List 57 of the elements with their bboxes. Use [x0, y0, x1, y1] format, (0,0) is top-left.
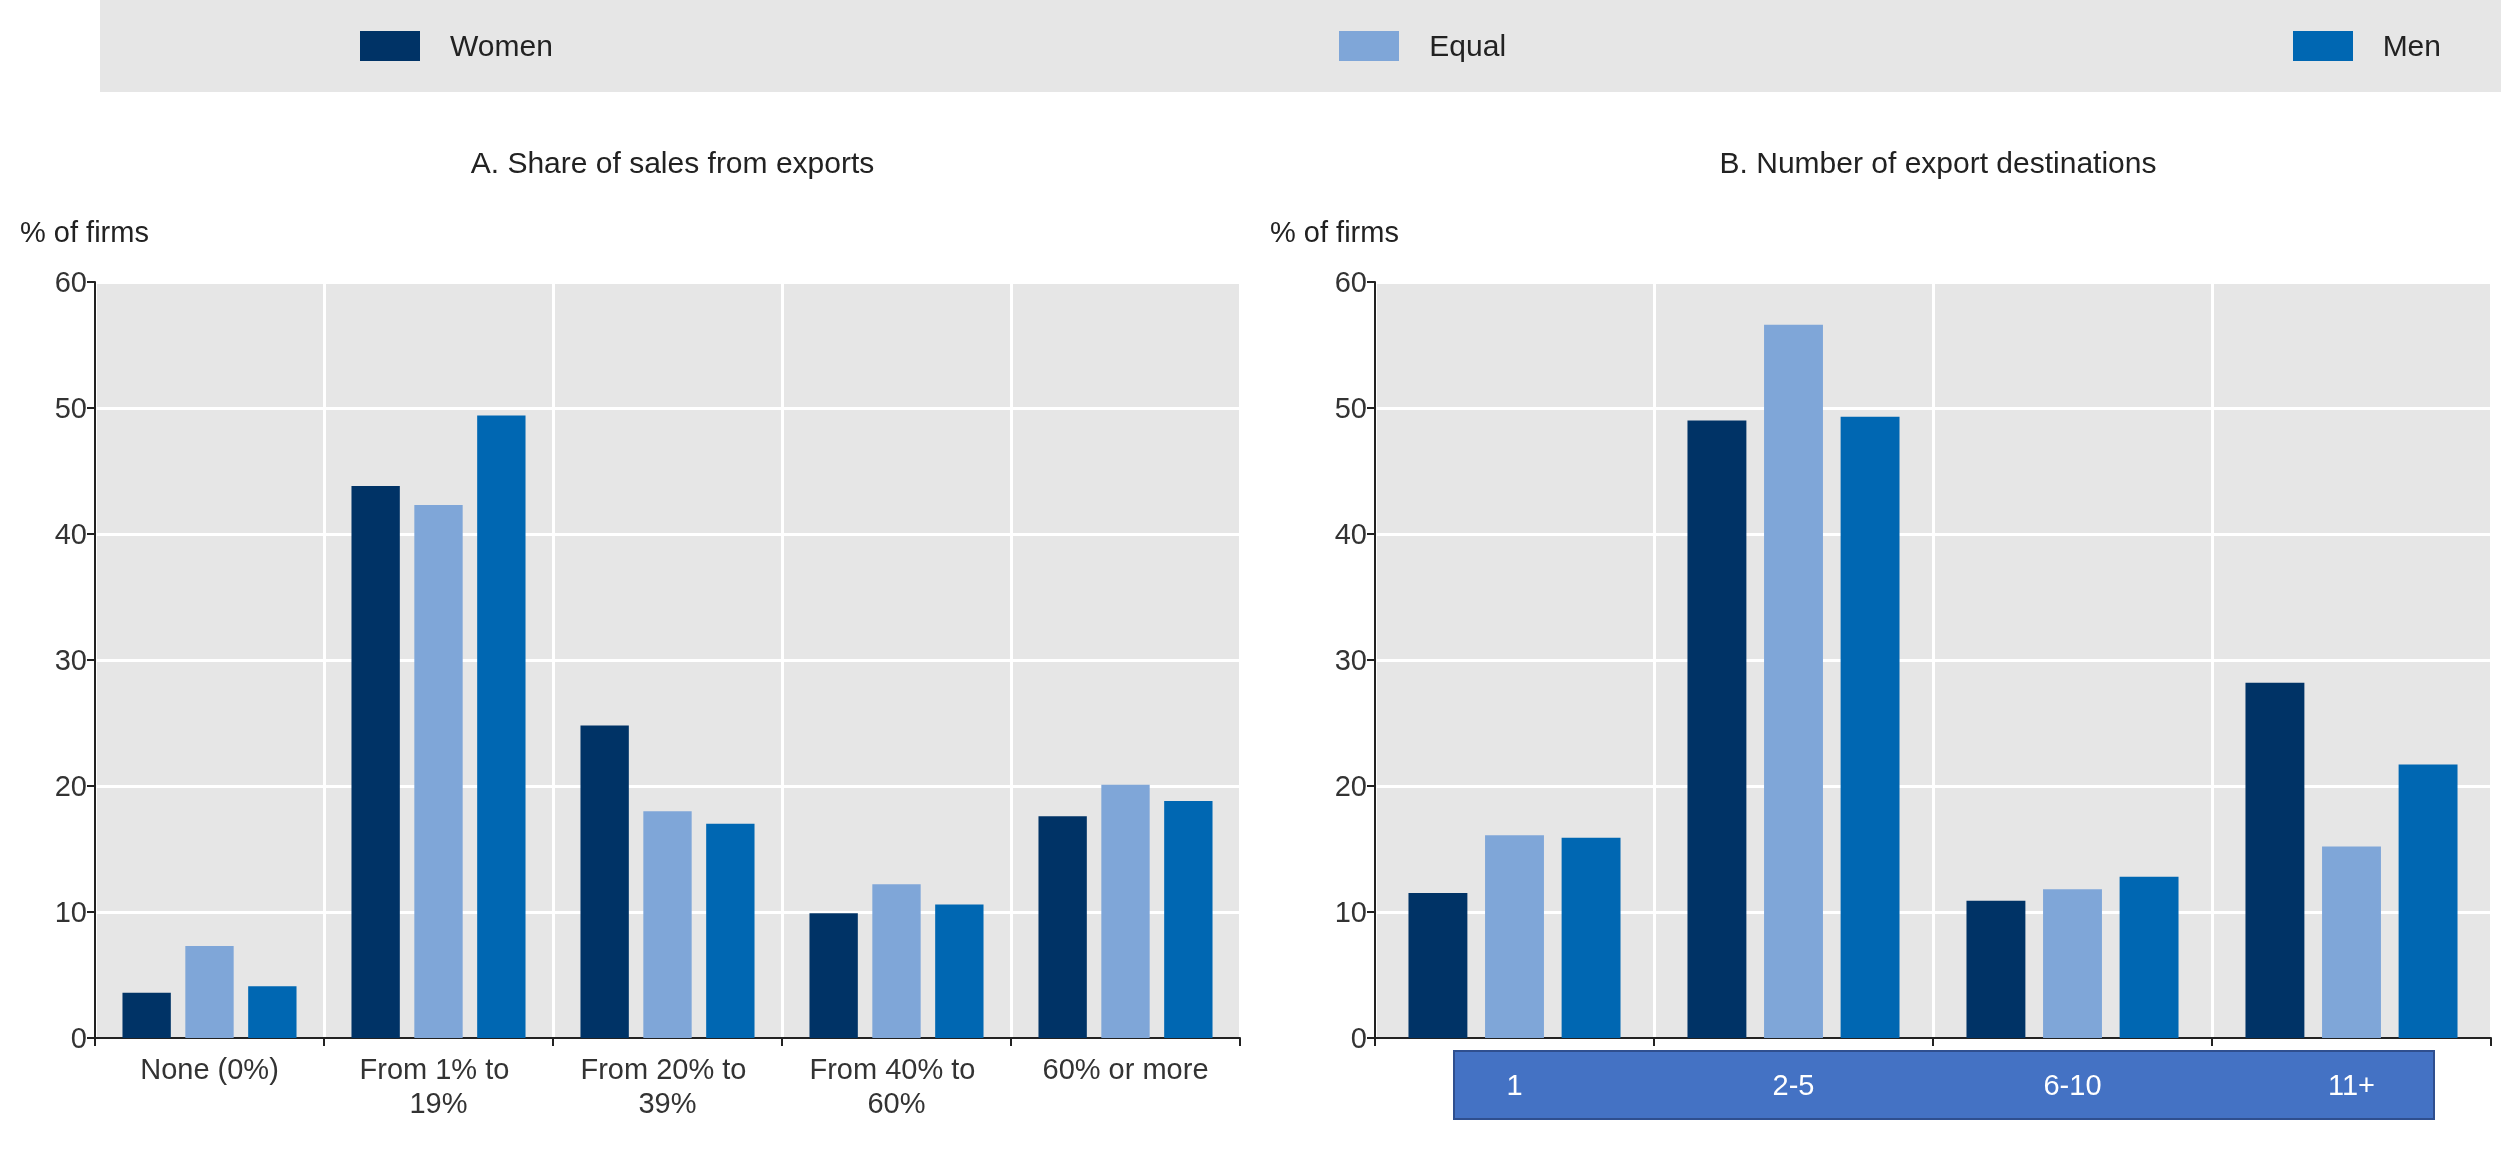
legend-label: Equal — [1429, 29, 1507, 63]
bar — [122, 992, 171, 1038]
chart-title: A. Share of sales from exports — [470, 145, 875, 179]
bar — [1687, 420, 1747, 1038]
y-tick-label: 30 — [54, 644, 87, 676]
y-tick-label: 40 — [1334, 518, 1367, 550]
x-tick-label: None (0%) — [140, 1053, 279, 1085]
y-tick-label: 50 — [1334, 392, 1367, 424]
bar — [643, 811, 692, 1038]
bar — [2245, 682, 2305, 1038]
y-tick-label: 30 — [1334, 644, 1367, 676]
x-tick-label: From 40% to 60% — [809, 1053, 984, 1119]
x-tick-label: 11+ — [2327, 1069, 2376, 1101]
bar — [580, 725, 629, 1038]
bar — [351, 486, 400, 1038]
bar — [706, 823, 755, 1038]
bar — [1966, 900, 2026, 1038]
y-tick-label: 20 — [1334, 770, 1367, 802]
x-tick-label: 1 — [1506, 1069, 1523, 1101]
y-axis-title: % of firms — [20, 215, 149, 248]
y-tick-label: 20 — [54, 770, 87, 802]
bar — [2043, 889, 2102, 1038]
bar — [477, 415, 526, 1038]
bar — [809, 913, 858, 1038]
legend-label: Men — [2382, 29, 2441, 63]
bar — [2119, 876, 2179, 1038]
y-tick-label: 60 — [1334, 266, 1367, 298]
chart-title: B. Number of export destinations — [1719, 145, 2157, 179]
y-tick-label: 40 — [54, 518, 87, 550]
y-tick-label: 10 — [54, 896, 87, 928]
y-tick-label: 60 — [54, 266, 87, 298]
bar — [2322, 846, 2381, 1038]
y-axis-title: % of firms — [1270, 215, 1399, 248]
bar — [1164, 801, 1213, 1038]
bar — [414, 505, 463, 1038]
bar — [1764, 324, 1823, 1038]
bar — [248, 986, 297, 1038]
x-tick-label: 60% or more — [1042, 1053, 1209, 1085]
legend-label: Women — [450, 29, 553, 63]
x-tick-label: 6-10 — [2043, 1069, 2102, 1101]
bar — [872, 884, 921, 1038]
bar — [1561, 837, 1621, 1038]
bar — [1408, 893, 1468, 1038]
x-tick-label: From 20% to 39% — [580, 1053, 755, 1119]
y-tick-label: 10 — [1334, 896, 1367, 928]
bar — [1485, 835, 1544, 1038]
bar — [1038, 816, 1087, 1038]
bar — [1840, 416, 1900, 1038]
bar — [935, 904, 984, 1038]
y-tick-label: 0 — [70, 1022, 87, 1054]
y-tick-label: 50 — [54, 392, 87, 424]
x-tick-label: 2-5 — [1772, 1069, 1815, 1101]
bar — [2398, 764, 2458, 1038]
bar — [1101, 784, 1150, 1038]
x-tick-label: From 1% to 19% — [359, 1053, 518, 1119]
y-tick-label: 0 — [1350, 1022, 1367, 1054]
bar — [185, 946, 234, 1038]
